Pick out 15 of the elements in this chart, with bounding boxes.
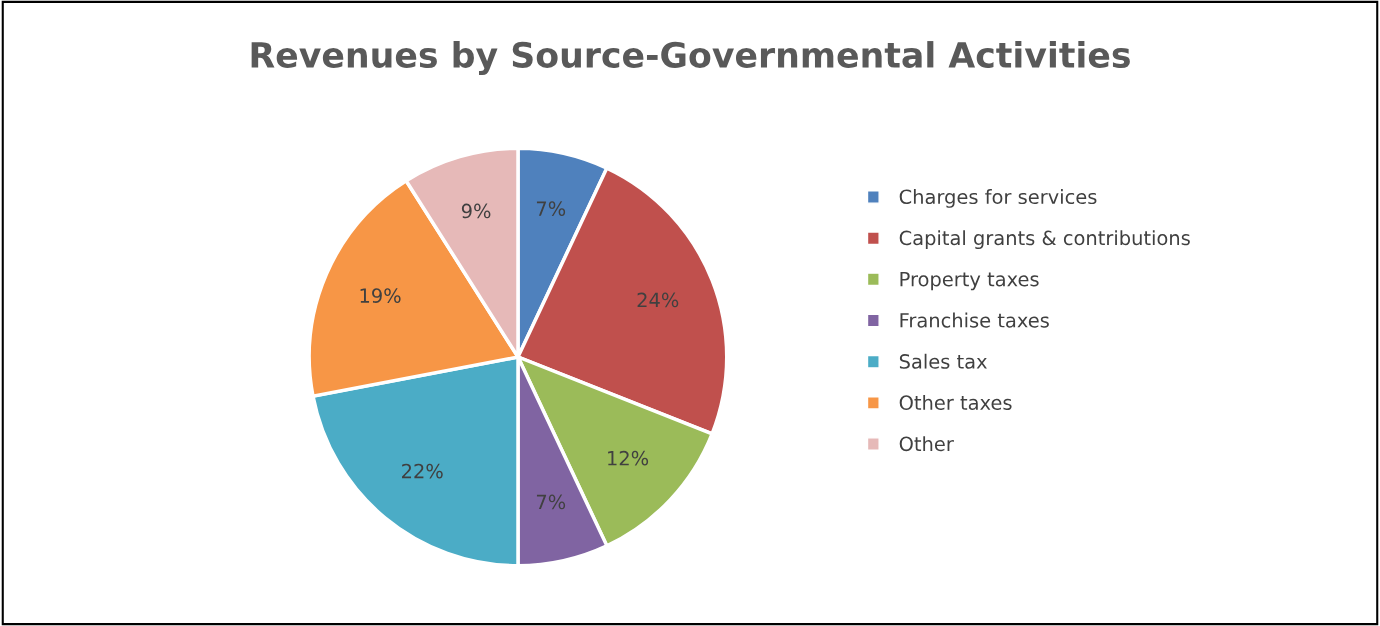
legend-label: Franchise taxes — [900, 312, 1049, 328]
legend-label: Capital grants & contributions — [899, 230, 1190, 250]
data-label: 9% — [461, 203, 491, 219]
data-label: 19% — [360, 288, 401, 303]
chart-title: Revenues by Source-Governmental Activities — [251, 41, 1130, 75]
data-label: 24% — [637, 292, 679, 308]
data-label: 22% — [402, 463, 443, 479]
data-label: 7% — [536, 494, 566, 510]
data-label: 7% — [536, 201, 566, 216]
legend-label: Sales tax — [899, 353, 987, 369]
legend-label: Other — [899, 436, 954, 452]
legend-label: Property taxes — [900, 272, 1039, 291]
legend-label: Charges for services — [899, 189, 1097, 208]
data-label: 12% — [608, 450, 649, 466]
legend-label: Other taxes — [899, 394, 1012, 410]
